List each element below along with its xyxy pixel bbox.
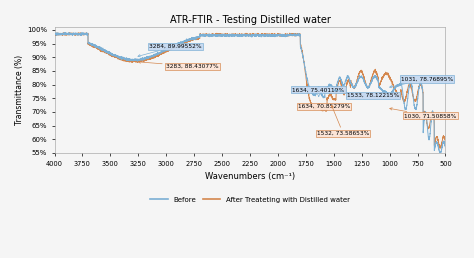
Title: ATR-FTIR - Testing Distilled water: ATR-FTIR - Testing Distilled water (170, 15, 330, 25)
Text: 3283, 88.43077%: 3283, 88.43077% (138, 61, 219, 69)
Text: 1634, 70.85279%: 1634, 70.85279% (298, 104, 350, 109)
Text: 1634, 75.40119%: 1634, 75.40119% (292, 87, 345, 96)
Text: 1031, 78.76895%: 1031, 78.76895% (390, 76, 453, 88)
X-axis label: Wavenumbers (cm⁻¹): Wavenumbers (cm⁻¹) (205, 172, 295, 181)
Text: 3284, 89.99552%: 3284, 89.99552% (138, 44, 202, 57)
Legend: Before, After Treateting with Distilled water: Before, After Treateting with Distilled … (147, 194, 353, 206)
Y-axis label: Transmittance (%): Transmittance (%) (15, 55, 24, 125)
Text: 1532, 73.58653%: 1532, 73.58653% (317, 105, 369, 136)
Text: 1030, 71.50858%: 1030, 71.50858% (390, 108, 456, 118)
Text: 1533, 78.12215%: 1533, 78.12215% (334, 89, 400, 98)
